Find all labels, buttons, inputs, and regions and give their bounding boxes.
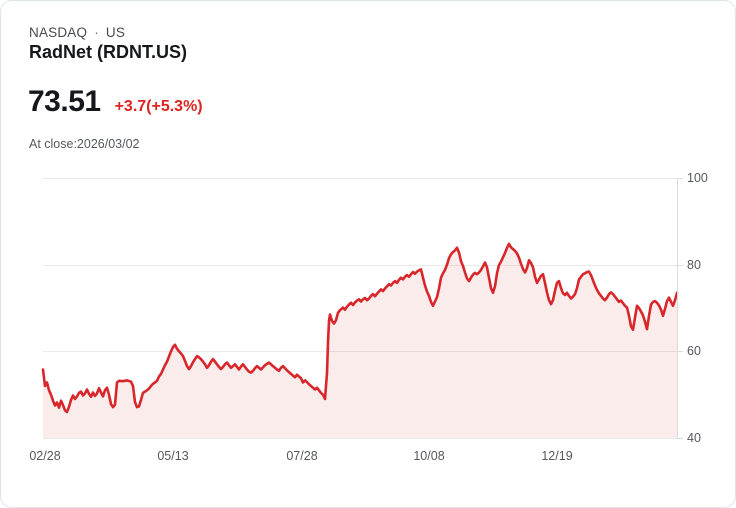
price-row: 73.51 +3.7(+5.3%) [28,85,203,119]
y-axis-tick [677,178,683,179]
last-price: 73.51 [28,85,101,118]
y-axis-tick [677,265,683,266]
y-axis-label: 80 [687,258,701,272]
y-axis-label: 60 [687,344,701,358]
y-axis-label: 100 [687,171,708,185]
price-change: +3.7(+5.3%) [114,98,203,115]
as-of-close-date: At close:2026/03/02 [29,137,140,151]
x-axis-label: 07/28 [286,449,318,463]
y-axis-tick [677,351,683,352]
y-axis-line [677,178,678,438]
chart-price-line [41,242,679,414]
y-axis-tick [677,438,683,439]
exchange-row: NASDAQ · US [29,25,125,40]
price-chart-svg[interactable] [41,178,679,439]
x-axis-label: 12/19 [541,449,573,463]
x-axis-label: 10/08 [413,449,445,463]
x-axis-label: 02/28 [29,449,61,463]
separator-dot: · [94,25,99,40]
region-label: US [105,25,126,40]
exchange-label: NASDAQ [29,25,88,40]
symbol-title: RadNet (RDNT.US) [29,42,188,62]
chart-area-fill [43,243,677,438]
x-axis-label: 05/13 [157,449,189,463]
y-axis-label: 40 [687,431,701,445]
price-chart[interactable]: 100 80 60 40 02/28 05/13 07/28 10/08 12/19 [29,171,708,463]
